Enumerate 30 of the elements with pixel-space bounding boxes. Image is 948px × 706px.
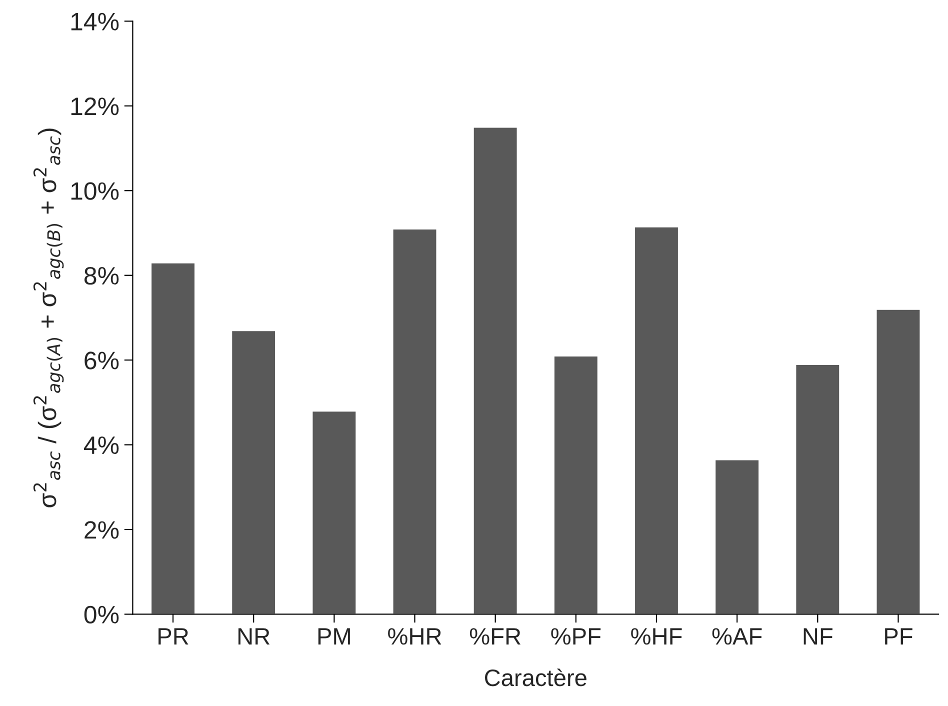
x-tick-label: %AF — [712, 628, 762, 645]
x-tick-label: %PF — [551, 628, 601, 645]
x-tick-label: %HR — [388, 628, 442, 645]
bar — [714, 458, 760, 614]
x-tick-label: NR — [238, 628, 270, 645]
y-tick-label: 0% — [84, 606, 119, 624]
x-tick-label: PF — [885, 628, 912, 645]
bar — [230, 330, 276, 614]
bar — [875, 308, 922, 614]
bar — [392, 228, 438, 614]
y-tick-label: 4% — [84, 436, 119, 454]
y-tick-label: 6% — [84, 352, 119, 370]
x-tick-label: NF — [804, 628, 832, 645]
y-tick-label: 14% — [71, 12, 119, 30]
bar — [794, 364, 841, 614]
x-tick-label: %HF — [631, 628, 682, 645]
bar — [634, 226, 680, 614]
y-tick-label: 12% — [71, 98, 119, 116]
y-tick-label: 2% — [84, 521, 119, 539]
x-tick-label: PR — [158, 628, 188, 645]
x-tick-label: %FR — [470, 628, 520, 645]
bar — [311, 410, 358, 614]
text: σ$^{2}$$_{asc}$ / (σ$^{2}$$_{agc(A)}$ + σ$^{2}$$_{agc(B)}$ + σ$^{2}$$_{asc}$) — [33, 128, 64, 508]
x-tick-label: PM — [318, 628, 350, 645]
x-axis-title: Caractère — [484, 668, 586, 686]
y-tick-label: 10% — [71, 182, 119, 200]
bar — [472, 126, 518, 614]
bar — [150, 262, 196, 614]
y-tick-label: 8% — [84, 266, 119, 285]
bar — [553, 355, 599, 614]
